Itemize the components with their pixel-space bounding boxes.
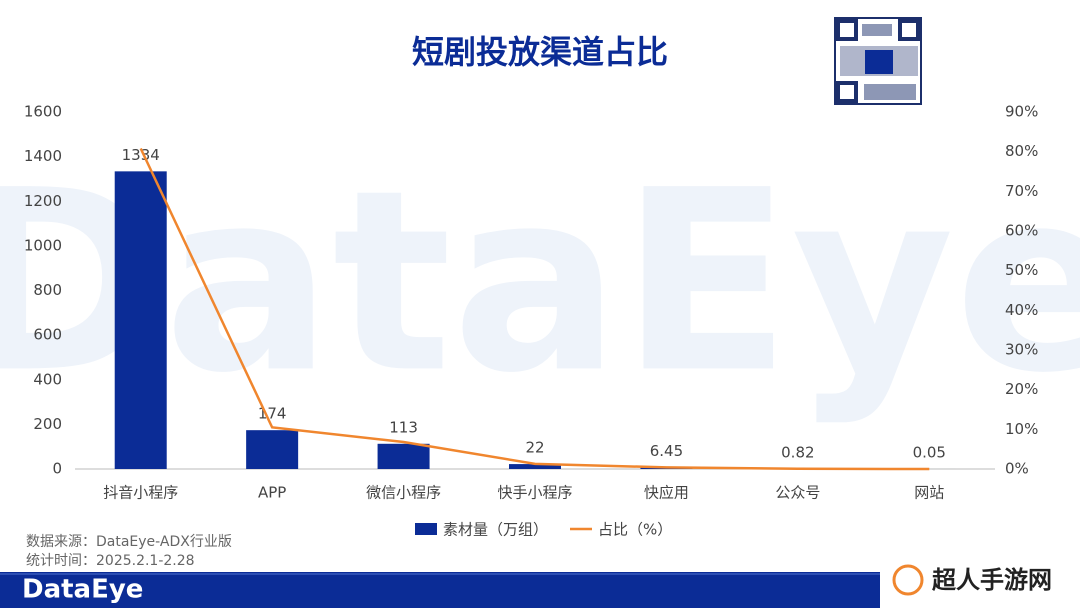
y2-tick-label: 70% [1005, 182, 1038, 200]
period-note: 统计时间：2025.2.1-2.28 [26, 553, 195, 569]
y-tick-label: 800 [33, 281, 62, 299]
site-icon [892, 564, 924, 596]
watermark: DataEye [0, 136, 1080, 427]
value-label: 22 [525, 439, 544, 457]
y-tick-label: 1200 [24, 192, 62, 210]
y-tick-label: 1400 [24, 147, 62, 165]
value-label: 174 [258, 405, 287, 423]
x-tick-label: 快手小程序 [497, 484, 572, 502]
y-tick-label: 1600 [24, 103, 62, 121]
y-tick-label: 1000 [24, 236, 62, 254]
x-tick-label: 快应用 [644, 484, 689, 502]
x-tick-label: 公众号 [775, 484, 820, 502]
value-label: 0.05 [913, 443, 946, 461]
source-note: 数据来源：DataEye-ADX行业版 [26, 534, 232, 550]
y2-tick-label: 50% [1005, 261, 1038, 279]
value-label: 113 [389, 418, 418, 436]
y2-tick-label: 0% [1005, 460, 1029, 478]
y2-tick-label: 60% [1005, 222, 1038, 240]
qr-code [834, 17, 922, 105]
footer-band [0, 572, 880, 608]
value-label: 6.45 [650, 442, 683, 460]
bar [246, 430, 299, 469]
y2-tick-label: 90% [1005, 103, 1038, 121]
footer-logo: DataEye [22, 575, 143, 605]
value-label: 1334 [122, 146, 160, 164]
site-mark: 超人手游网 [932, 566, 1052, 594]
y2-tick-label: 40% [1005, 301, 1038, 319]
y-tick-label: 600 [33, 326, 62, 344]
bar [377, 443, 430, 469]
value-label: 0.82 [781, 443, 814, 461]
y2-tick-label: 10% [1005, 420, 1038, 438]
y-tick-label: 400 [33, 370, 62, 388]
y-tick-label: 200 [33, 415, 62, 433]
x-tick-label: 网站 [914, 484, 944, 502]
legend-swatch [415, 523, 437, 535]
x-tick-label: 抖音小程序 [103, 484, 178, 502]
y2-tick-label: 30% [1005, 341, 1038, 359]
line [139, 147, 930, 471]
y-tick-label: 0 [52, 460, 62, 478]
bar [114, 171, 167, 469]
x-tick-label: APP [258, 484, 286, 502]
y2-tick-label: 80% [1005, 142, 1038, 160]
y2-tick-label: 20% [1005, 380, 1038, 398]
legend-label: 素材量（万组） [443, 521, 548, 539]
x-tick-label: 微信小程序 [366, 484, 441, 502]
legend-label: 占比（%） [598, 521, 672, 539]
bar [509, 464, 561, 469]
chart-title: 短剧投放渠道占比 [412, 33, 668, 71]
